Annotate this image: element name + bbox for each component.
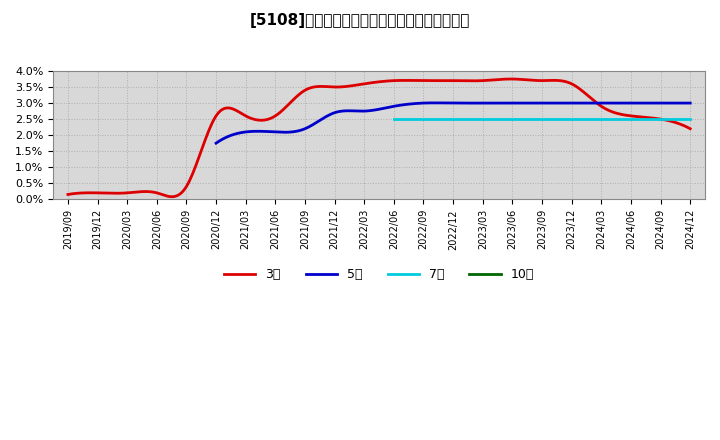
5年: [555, 100, 564, 106]
7年: [397, 117, 405, 122]
3年: [63, 192, 72, 197]
5年: [431, 100, 439, 106]
3年: [516, 77, 524, 82]
3年: [268, 115, 276, 120]
5年: [686, 100, 695, 106]
5年: [557, 100, 566, 106]
Line: 3年: 3年: [68, 79, 690, 197]
7年: [426, 117, 435, 122]
7年: [508, 117, 517, 122]
3年: [312, 84, 320, 89]
7年: [390, 117, 398, 122]
7年: [487, 117, 495, 122]
5年: [366, 108, 375, 113]
3年: [686, 126, 695, 132]
7年: [686, 117, 695, 122]
7年: [605, 117, 613, 122]
3年: [519, 77, 528, 82]
5年: [400, 102, 408, 107]
5年: [269, 129, 277, 135]
Line: 5年: 5年: [216, 103, 690, 143]
7年: [577, 117, 586, 122]
5年: [212, 140, 220, 146]
Legend: 3年, 5年, 7年, 10年: 3年, 5年, 7年, 10年: [219, 263, 539, 286]
7年: [606, 117, 615, 122]
3年: [138, 189, 147, 194]
3年: [168, 194, 176, 199]
3年: [456, 78, 465, 83]
7年: [504, 117, 513, 122]
5年: [511, 100, 520, 106]
3年: [506, 77, 515, 82]
Text: [5108]　当期純利益マージンの標準偏差の推移: [5108] 当期純利益マージンの標準偏差の推移: [250, 13, 470, 28]
